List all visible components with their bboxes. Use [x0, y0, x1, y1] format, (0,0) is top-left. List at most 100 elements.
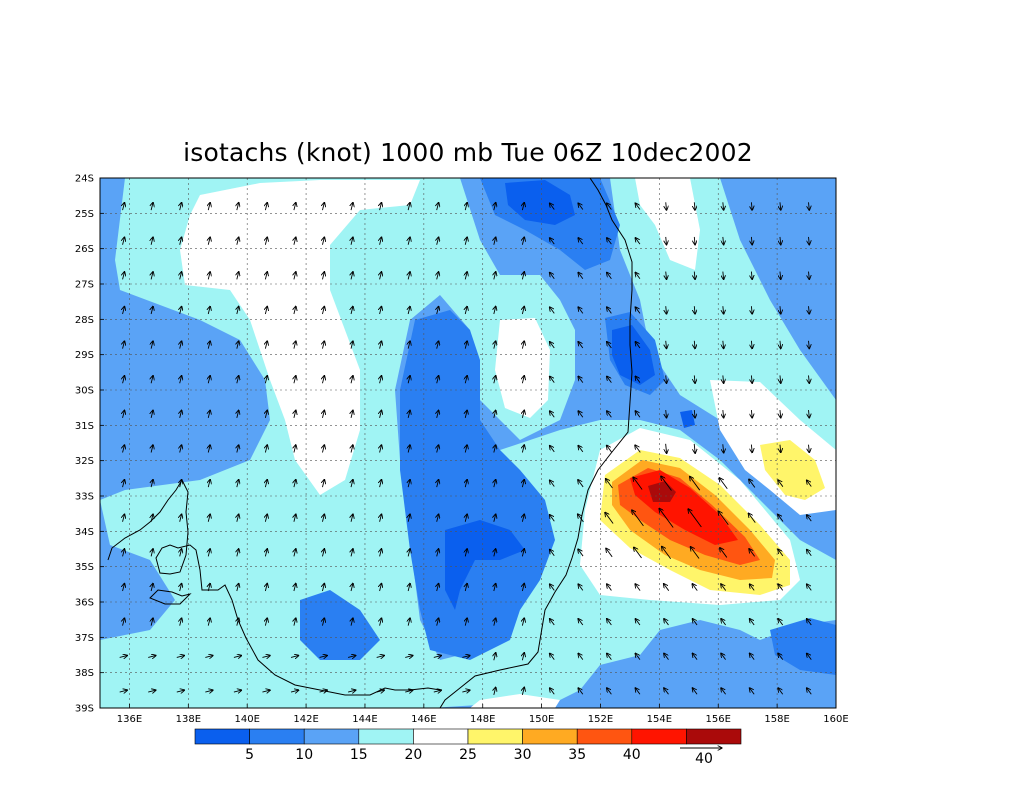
wind-vector: [265, 272, 267, 280]
wind-vector: [778, 480, 784, 487]
wind-vector: [151, 237, 153, 245]
wind-vector: [522, 272, 524, 280]
wind-vector: [723, 306, 724, 314]
wind-vector: [634, 547, 642, 559]
wind-vector: [322, 272, 324, 280]
wind-vector: [578, 376, 584, 383]
wind-vector: [437, 202, 439, 211]
colorbar-label: 20: [404, 747, 422, 763]
wind-vector: [380, 618, 382, 626]
wind-vector: [151, 583, 153, 592]
wind-vector: [237, 341, 239, 349]
isotach-region-white: [180, 180, 420, 495]
wind-vector: [437, 549, 439, 557]
wind-vector: [635, 238, 641, 245]
wind-vector: [237, 237, 239, 245]
wind-vector: [718, 511, 729, 526]
wind-vector: [635, 376, 641, 383]
lat-tick-label: 32S: [75, 456, 94, 467]
wind-vector: [607, 376, 612, 383]
wind-vector: [351, 341, 353, 349]
wind-vector: [322, 583, 324, 592]
wind-vector: [749, 479, 756, 488]
wind-vector: [465, 237, 467, 245]
wind-vector: [607, 411, 612, 418]
wind-vector: [151, 272, 153, 280]
wind-vector: [380, 514, 382, 522]
wind-vector: [265, 583, 267, 592]
wind-vector: [351, 202, 353, 211]
wind-vector: [807, 549, 812, 557]
lon-tick-label: 156E: [706, 714, 731, 725]
wind-vector: [180, 237, 182, 245]
wind-vector: [265, 202, 267, 211]
wind-vector: [494, 202, 496, 211]
wind-vector: [778, 514, 784, 522]
wind-vector: [522, 583, 524, 592]
wind-vector: [351, 445, 353, 453]
wind-vector: [666, 202, 667, 210]
wind-vector: [664, 619, 669, 626]
wind-vector: [380, 410, 382, 419]
wind-vector: [294, 410, 296, 419]
colorbar-swatch: [358, 728, 414, 745]
wind-vector: [437, 376, 439, 384]
wind-vector: [578, 238, 584, 245]
wind-vector: [322, 410, 324, 419]
wind-vector: [694, 236, 695, 245]
lon-tick-label: 154E: [647, 714, 672, 725]
plot-frame: [99, 177, 837, 709]
wind-vector: [180, 202, 182, 211]
wind-vector: [578, 514, 584, 523]
wind-vector: [294, 272, 296, 280]
wind-vector: [433, 690, 442, 692]
wind-vector: [380, 306, 382, 315]
lon-tick-label: 138E: [176, 714, 201, 725]
wind-vector: [780, 306, 781, 314]
wind-vector: [494, 549, 496, 557]
lon-tick-label: 140E: [234, 714, 259, 725]
wind-vector: [465, 306, 467, 315]
wind-vector: [605, 512, 614, 524]
wind-vector: [294, 376, 296, 384]
wind-vector: [322, 237, 324, 245]
wind-vector: [119, 690, 128, 692]
wind-vector: [262, 690, 270, 692]
wind-vector: [607, 688, 612, 695]
wind-vector: [408, 445, 410, 453]
lat-tick-label: 25S: [75, 209, 94, 220]
colorbar-label: 25: [459, 747, 477, 763]
wind-vector: [265, 514, 267, 522]
chart-title: isotachs (knot) 1000 mb Tue 06Z 10dec200…: [183, 138, 753, 167]
wind-vector: [290, 655, 299, 657]
wind-vector: [662, 546, 672, 559]
wind-vector: [659, 508, 674, 528]
wind-vector: [322, 479, 324, 488]
wind-vector: [522, 653, 524, 661]
wind-vector: [780, 236, 781, 245]
wind-vector: [607, 238, 612, 245]
wind-vector: [319, 690, 328, 692]
wind-vector: [322, 618, 324, 626]
wind-vector: [237, 583, 239, 592]
wind-vector: [380, 341, 382, 349]
wind-vector: [809, 271, 810, 280]
lat-tick-label: 28S: [75, 315, 94, 326]
wind-vector: [578, 445, 584, 453]
wind-vector: [408, 272, 410, 280]
wind-vector: [176, 690, 185, 692]
wind-vector: [294, 618, 296, 626]
wind-vector: [719, 478, 728, 490]
wind-vector: [433, 655, 442, 657]
wind-vector: [405, 655, 413, 657]
wind-vector: [778, 549, 784, 557]
wind-vector: [180, 514, 182, 522]
colorbar-label: 5: [245, 747, 254, 763]
wind-vector: [380, 272, 382, 280]
wind-vector: [380, 445, 382, 453]
wind-vector: [351, 410, 353, 419]
wind-vector: [666, 410, 667, 418]
wind-vector: [405, 690, 413, 692]
wind-vector: [749, 653, 755, 660]
wind-vector: [494, 618, 496, 626]
